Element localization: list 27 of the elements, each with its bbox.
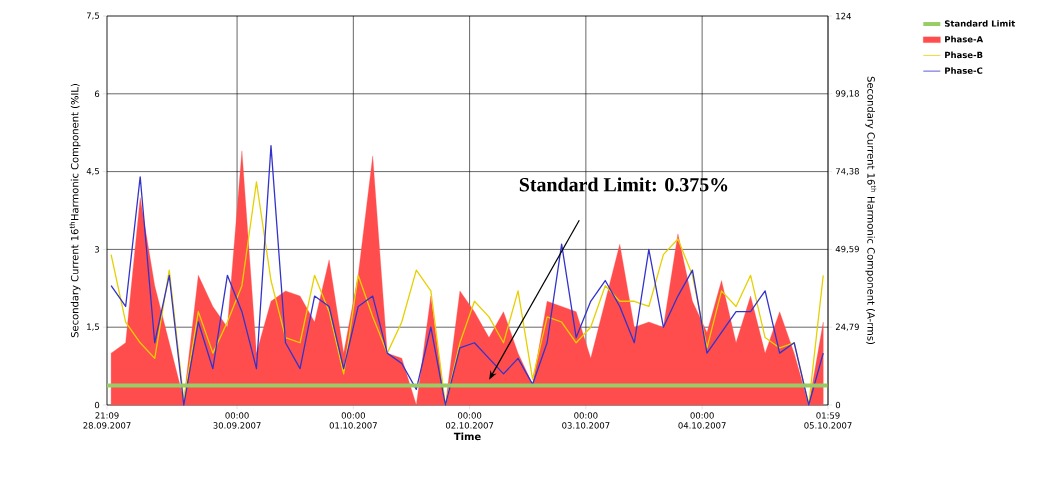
y2-tick-label: 24,79 [835, 323, 859, 331]
annotation: Standard Limit: 0.375% [519, 177, 728, 192]
x-tick-label: 00:00 03.10.2007 [562, 412, 610, 429]
y2-tick-label: 49,59 [835, 245, 859, 254]
x-tick-label: 21:09 28.09.2007 [83, 412, 131, 429]
y-tick-label: 4,5 [86, 168, 99, 176]
y-tick-label: 7,5 [86, 12, 99, 20]
y2-tick-label: 74,38 [835, 168, 859, 176]
y2-tick-label: 0 [835, 401, 841, 409]
legend-label: Phase-C [945, 67, 983, 74]
x-axis-title: Time [453, 432, 481, 441]
y-axis-title: Secondary Current 16$^{th}$Harmonic Component (%IL) [69, 84, 81, 338]
y-tick-label: 3 [94, 246, 100, 253]
y2-tick-label: 124 [836, 12, 851, 20]
x-tick-label: 00:00 30.09.2007 [213, 412, 261, 429]
x-tick-label: 00:00 02.10.2007 [445, 412, 494, 429]
legend-label: Phase-A [945, 35, 984, 43]
x-tick-label: 00:00 01.10.2007 [329, 412, 377, 429]
x-tick-label: 01:59 05.10.2007 [804, 412, 852, 429]
x-tick-label: 00:00 04.10.2007 [678, 412, 726, 429]
legend-label: Standard Limit [944, 20, 1016, 27]
y-tick-label: 1,5 [87, 323, 99, 331]
y2-tick-label: 99,18 [835, 90, 859, 98]
legend-label: Phase-B [945, 51, 983, 59]
y-tick-label: 0 [94, 401, 100, 409]
y2-axis-title: Secondary Current 16$^{th}$ Harmonic Component (A-rms) [865, 76, 877, 345]
y-tick-label: 6 [94, 90, 100, 98]
